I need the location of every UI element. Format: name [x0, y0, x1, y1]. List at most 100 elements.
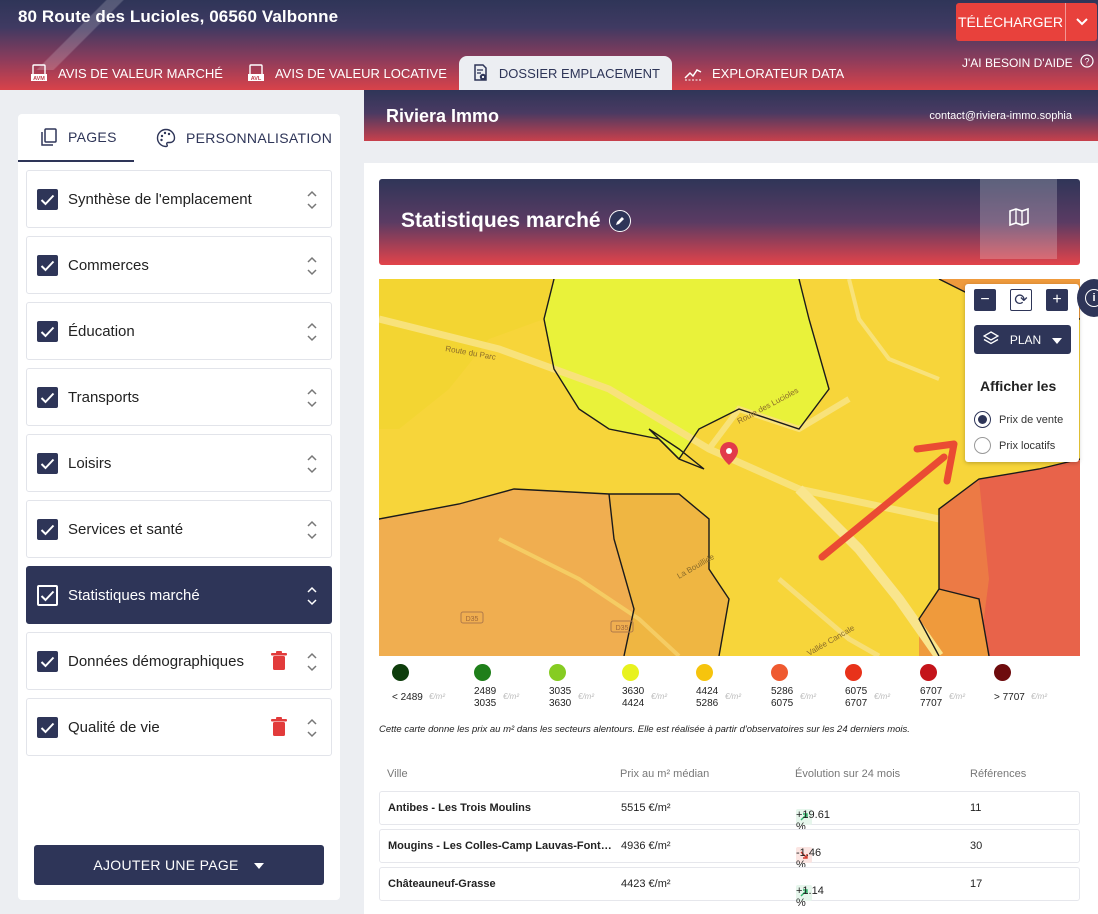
- checkbox[interactable]: [37, 717, 58, 738]
- legend-swatch: [622, 664, 639, 681]
- avl-doc-icon: AVL: [247, 64, 265, 82]
- evolution-value: -1.46 %: [796, 847, 822, 871]
- tab-personnalisation[interactable]: PERSONNALISATION: [156, 114, 332, 162]
- page-row[interactable]: Statistiques marché: [26, 566, 332, 624]
- page-row[interactable]: Données démographiques: [26, 632, 332, 690]
- col-references: Références: [970, 768, 1027, 780]
- page-row[interactable]: Transports: [26, 368, 332, 426]
- svg-text:AVL: AVL: [251, 76, 262, 82]
- reorder-icon[interactable]: [305, 519, 319, 541]
- page-row[interactable]: Commerces: [26, 236, 332, 294]
- legend-unit: €/m²: [651, 692, 667, 701]
- reorder-icon[interactable]: [305, 651, 319, 673]
- tab-pages[interactable]: PAGES: [18, 114, 134, 162]
- tab-explorateur-data[interactable]: EXPLORATEUR DATA: [672, 56, 856, 90]
- checkbox[interactable]: [37, 255, 58, 276]
- chevron-down-icon[interactable]: [1066, 3, 1097, 41]
- checkbox[interactable]: [37, 519, 58, 540]
- legend-swatch: [392, 664, 409, 681]
- avm-doc-icon: AVM: [30, 64, 48, 82]
- page-row-label: Éducation: [68, 322, 135, 340]
- trash-icon[interactable]: [270, 717, 288, 737]
- map-thumbnail[interactable]: [980, 179, 1057, 259]
- legend-unit: €/m²: [1031, 692, 1047, 701]
- radio-prix-locatifs[interactable]: Prix locatifs: [974, 437, 1055, 454]
- zoom-out-button[interactable]: −: [974, 289, 996, 311]
- caret-down-icon: [1051, 333, 1062, 347]
- checkbox[interactable]: [37, 189, 58, 210]
- edit-pencil-icon[interactable]: [608, 210, 631, 232]
- info-icon: i: [1085, 289, 1098, 307]
- page-row-label: Transports: [68, 388, 140, 406]
- section-title-text: Statistiques marché: [401, 209, 601, 232]
- download-button[interactable]: TÉLÉCHARGER: [956, 3, 1097, 41]
- page-row-label: Statistiques marché: [68, 586, 200, 604]
- copy-pages-icon: [40, 128, 58, 146]
- page-row[interactable]: Services et santé: [26, 500, 332, 558]
- checkbox[interactable]: [37, 651, 58, 672]
- brand-name: Riviera Immo: [386, 106, 500, 126]
- reorder-icon[interactable]: [305, 387, 319, 409]
- tab-avis-valeur-locative[interactable]: AVL AVIS DE VALEUR LOCATIVE: [235, 56, 459, 90]
- legend-range: > 7707: [994, 692, 1025, 703]
- sidebar-tabs: PAGES PERSONNALISATION: [18, 114, 340, 162]
- add-page-button[interactable]: AJOUTER UNE PAGE: [34, 845, 324, 885]
- price-map[interactable]: Route du Parc Route des Lucioles La Boui…: [379, 279, 1080, 656]
- page-row[interactable]: Loisirs: [26, 434, 332, 492]
- app-header: 80 Route des Lucioles, 06560 Valbonne AV…: [0, 0, 1098, 90]
- page-row-label: Loisirs: [68, 454, 112, 472]
- main-tabs: AVM AVIS DE VALEUR MARCHÉ AVL AVIS DE VA…: [18, 56, 856, 90]
- cell-prix: 4423 €/m²: [621, 878, 671, 890]
- cell-ville: Antibes - Les Trois Moulins: [388, 802, 532, 814]
- legend-item: < 2489 €/m²: [383, 664, 457, 703]
- legend-item: > 7707 €/m²: [985, 664, 1059, 703]
- table-row[interactable]: Mougins - Les Colles-Camp Lauvas-Font de…: [379, 829, 1080, 871]
- legend-swatch: [920, 664, 937, 681]
- checkbox[interactable]: [37, 585, 58, 606]
- layer-select[interactable]: PLAN: [974, 325, 1071, 354]
- map-note: Cette carte donne les prix au m² dans le…: [379, 724, 910, 735]
- radio-prix-de-vente[interactable]: Prix de vente: [974, 411, 1063, 428]
- tab-personnalisation-label: PERSONNALISATION: [186, 130, 333, 146]
- map-icon: [1008, 207, 1030, 232]
- help-link[interactable]: J'AI BESOIN D'AIDE ?: [962, 54, 1094, 71]
- reorder-icon[interactable]: [305, 453, 319, 475]
- table-row[interactable]: Antibes - Les Trois Moulins 5515 €/m² +19.…: [379, 791, 1080, 833]
- checkbox[interactable]: [37, 453, 58, 474]
- trash-icon[interactable]: [270, 651, 288, 671]
- tab-dossier-emplacement[interactable]: DOSSIER EMPLACEMENT: [458, 56, 672, 90]
- legend-swatch: [696, 664, 713, 681]
- reorder-icon[interactable]: [305, 321, 319, 343]
- location-pin-icon[interactable]: [720, 442, 738, 465]
- legend-item: 3035 3630 €/m²: [540, 664, 614, 709]
- question-circle-icon: ?: [1080, 54, 1094, 71]
- cell-prix: 5515 €/m²: [621, 802, 671, 814]
- legend-item: 2489 3035 €/m²: [465, 664, 539, 709]
- map-label-d35: D35: [616, 625, 629, 632]
- radio-dot[interactable]: [974, 411, 991, 428]
- checkbox[interactable]: [37, 321, 58, 342]
- table-row[interactable]: Châteauneuf-Grasse 4423 €/m² +1.14 % 17: [379, 867, 1080, 909]
- table-header: Ville Prix au m² médian Évolution sur 24…: [379, 768, 1080, 784]
- tab-avis-valeur-marche[interactable]: AVM AVIS DE VALEUR MARCHÉ: [18, 56, 235, 90]
- reorder-icon[interactable]: [305, 585, 319, 607]
- legend-swatch: [771, 664, 788, 681]
- reorder-icon[interactable]: [305, 717, 319, 739]
- reorder-icon[interactable]: [305, 255, 319, 277]
- cell-ville: Mougins - Les Colles-Camp Lauvas-Font de…: [388, 840, 613, 852]
- page-row[interactable]: Qualité de vie: [26, 698, 332, 756]
- info-button[interactable]: i: [1077, 279, 1098, 317]
- checkbox[interactable]: [37, 387, 58, 408]
- page-row-label: Synthèse de l'emplacement: [68, 190, 252, 208]
- reorder-icon[interactable]: [305, 189, 319, 211]
- legend-range: 4424 5286: [696, 686, 719, 709]
- annotation-arrow: [818, 440, 958, 561]
- zoom-in-button[interactable]: +: [1046, 289, 1068, 311]
- reset-view-button[interactable]: ⟳: [1010, 289, 1032, 311]
- radio-label: Prix locatifs: [999, 439, 1056, 452]
- legend-swatch: [845, 664, 862, 681]
- page-row[interactable]: Éducation: [26, 302, 332, 360]
- radio-dot[interactable]: [974, 437, 991, 454]
- page-row[interactable]: Synthèse de l'emplacement: [26, 170, 332, 228]
- tab-label: AVIS DE VALEUR MARCHÉ: [58, 65, 223, 81]
